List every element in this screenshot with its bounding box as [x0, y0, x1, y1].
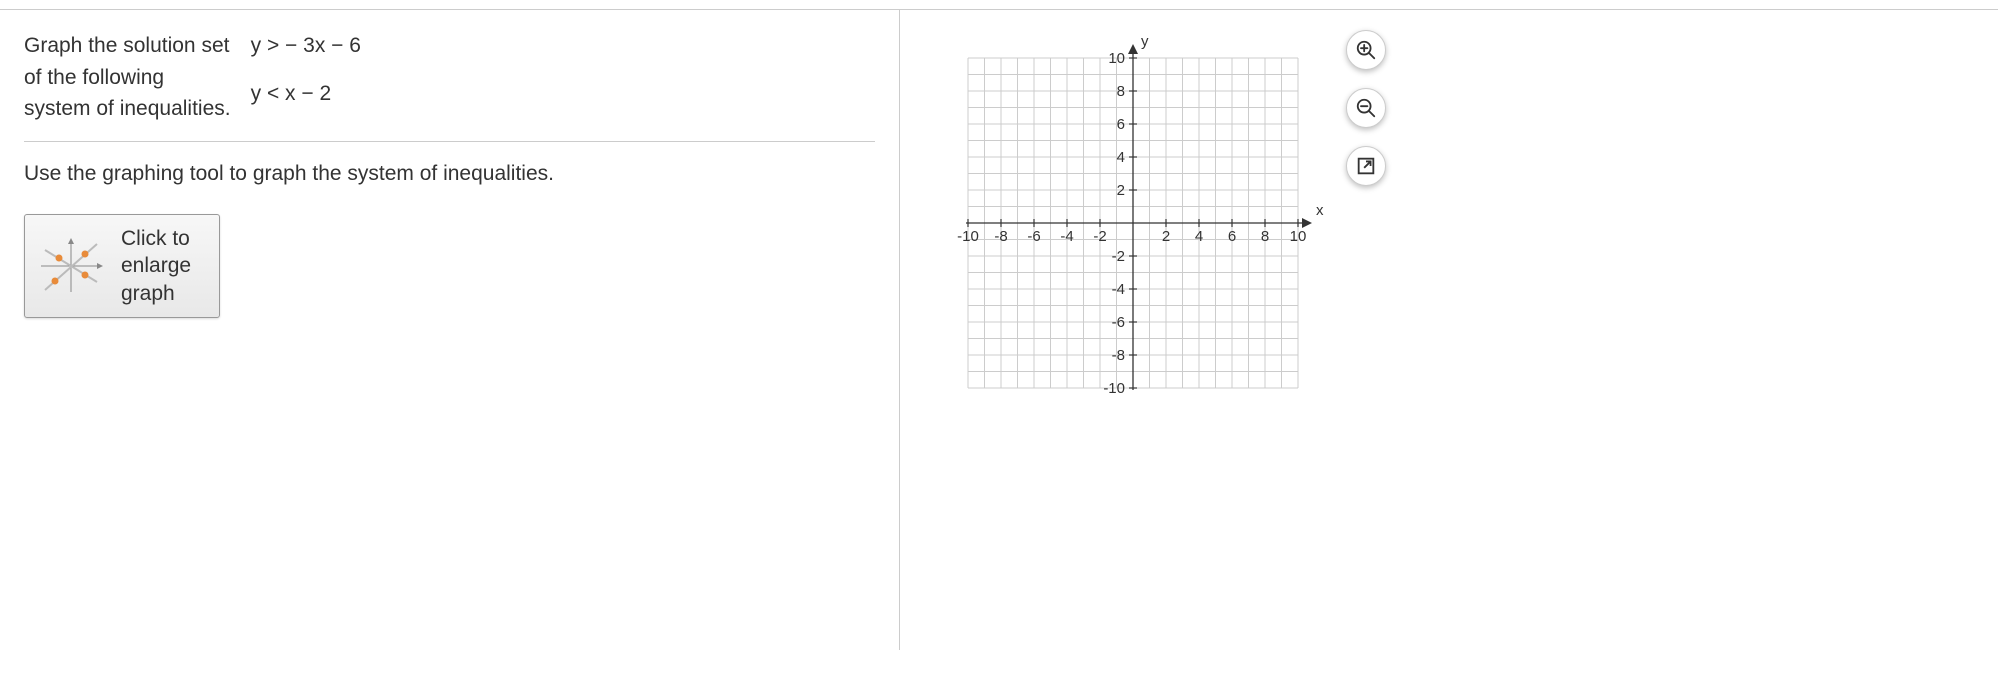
problem-stem: Graph the solution set of the following … [24, 30, 231, 125]
svg-text:10: 10 [1290, 228, 1307, 245]
enlarge-text-line: graph [121, 280, 191, 307]
svg-text:4: 4 [1195, 228, 1203, 245]
enlarge-text-line: enlarge [121, 252, 191, 279]
svg-text:-6: -6 [1027, 228, 1040, 245]
stem-line: Graph the solution set [24, 30, 231, 62]
svg-text:-6: -6 [1112, 314, 1125, 331]
svg-text:6: 6 [1228, 228, 1236, 245]
graph-panel: -10 -8 -6 -4 -2 2 4 6 8 10 -10 -8 -6 -4 -2 2 4 6 8 10 x y [900, 10, 1998, 650]
svg-text:-10: -10 [1103, 380, 1125, 397]
inequality-2: y < x − 2 [251, 78, 361, 110]
enlarge-graph-button[interactable]: Click to enlarge graph [24, 214, 220, 318]
enlarge-button-label: Click to enlarge graph [121, 225, 191, 307]
svg-text:6: 6 [1117, 116, 1125, 133]
instruction-text: Use the graphing tool to graph the syste… [24, 162, 875, 186]
graph-zone: -10 -8 -6 -4 -2 2 4 6 8 10 -10 -8 -6 -4 -2 2 4 6 8 10 x y [940, 30, 1326, 422]
problem-equations: y > − 3x − 6 y < x − 2 [251, 30, 361, 125]
svg-text:-2: -2 [1093, 228, 1106, 245]
svg-text:x: x [1316, 202, 1324, 219]
svg-text:4: 4 [1117, 149, 1125, 166]
enlarge-text-line: Click to [121, 225, 191, 252]
stem-line: system of inequalities. [24, 93, 231, 125]
graph-toolbar [1346, 30, 1386, 186]
svg-text:8: 8 [1117, 83, 1125, 100]
svg-text:-4: -4 [1112, 281, 1125, 298]
svg-text:-4: -4 [1060, 228, 1073, 245]
top-border [0, 0, 1998, 10]
svg-text:-8: -8 [994, 228, 1007, 245]
svg-text:-8: -8 [1112, 347, 1125, 364]
content: Graph the solution set of the following … [0, 10, 1998, 650]
question-panel: Graph the solution set of the following … [0, 10, 900, 650]
svg-text:-10: -10 [957, 228, 979, 245]
popout-icon [1355, 155, 1377, 177]
mini-graph-icon [35, 236, 107, 296]
svg-text:10: 10 [1108, 50, 1125, 67]
inequality-1: y > − 3x − 6 [251, 30, 361, 62]
svg-text:2: 2 [1162, 228, 1170, 245]
divider [24, 141, 875, 142]
zoom-out-button[interactable] [1346, 88, 1386, 128]
problem-statement: Graph the solution set of the following … [24, 30, 875, 125]
svg-text:8: 8 [1261, 228, 1269, 245]
zoom-in-icon [1355, 39, 1377, 61]
zoom-out-icon [1355, 97, 1377, 119]
svg-text:2: 2 [1117, 182, 1125, 199]
svg-text:-2: -2 [1112, 248, 1125, 265]
svg-text:y: y [1141, 33, 1149, 50]
zoom-in-button[interactable] [1346, 30, 1386, 70]
stem-line: of the following [24, 62, 231, 94]
coordinate-graph[interactable]: -10 -8 -6 -4 -2 2 4 6 8 10 -10 -8 -6 -4 -2 2 4 6 8 10 x y [940, 30, 1326, 416]
popout-button[interactable] [1346, 146, 1386, 186]
